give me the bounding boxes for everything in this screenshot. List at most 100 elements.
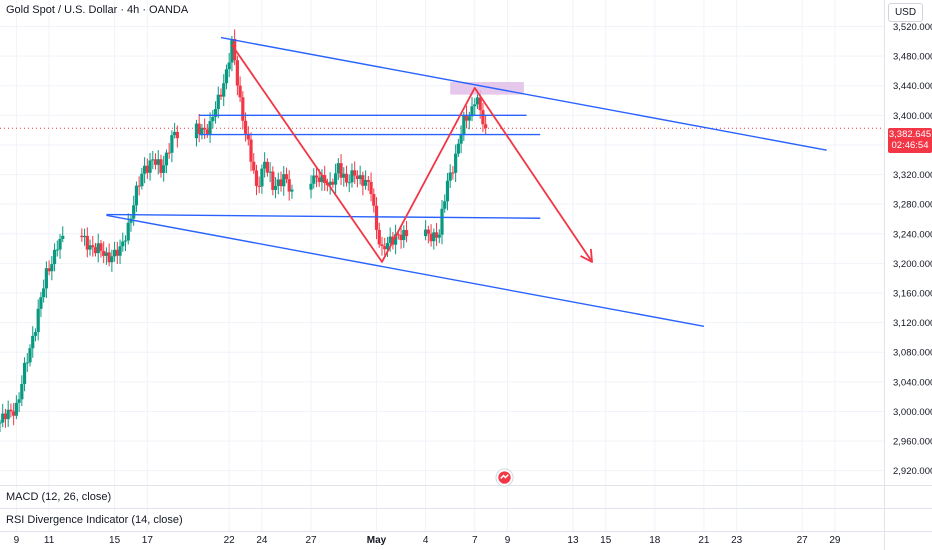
candle-up <box>173 131 177 136</box>
candle-up <box>385 243 390 250</box>
price-tick-label: 2,960.000 <box>893 437 932 448</box>
candle-up <box>121 241 125 247</box>
horizontal-line-3262 <box>106 213 541 219</box>
price-tick-label: 3,520.000 <box>893 22 932 33</box>
candle-down <box>3 413 8 420</box>
resistance-zone <box>450 82 524 95</box>
candle-up <box>36 308 40 333</box>
candle-down <box>374 205 379 230</box>
candle-up <box>216 94 220 110</box>
candle-up <box>467 116 471 121</box>
candle-down <box>366 180 370 182</box>
candle-down <box>252 161 256 171</box>
candle-down <box>369 181 373 195</box>
price-axis: 2,920.000 2,960.000 3,000.000 3,040.000 3,08… <box>893 22 932 477</box>
price-tick-label: 2,920.000 <box>893 466 932 477</box>
candle-up <box>211 116 215 122</box>
candle-down <box>344 173 349 183</box>
candle-up <box>156 159 160 165</box>
time-tick-label: 21 <box>698 535 710 546</box>
candle-up <box>28 348 32 363</box>
candle-up <box>194 123 199 139</box>
candle-up <box>14 402 18 416</box>
candle-up <box>290 189 294 192</box>
candle-up <box>170 135 174 153</box>
candle-up <box>440 208 444 235</box>
candle-down <box>265 161 269 173</box>
macd-pane-label[interactable]: MACD (12, 26, close) <box>6 491 112 503</box>
candle-up <box>50 264 54 272</box>
candle-down <box>175 131 179 139</box>
bar-countdown: 02:46:54 <box>891 140 929 151</box>
candle-up <box>104 252 109 256</box>
candle-down <box>246 133 250 140</box>
candle-down <box>355 175 360 180</box>
candle-up <box>227 62 231 70</box>
candle-up <box>358 175 362 180</box>
pane-divider[interactable] <box>0 485 932 486</box>
candle-up <box>394 234 398 245</box>
candle-down <box>377 229 381 245</box>
candle-up <box>336 163 340 174</box>
candle-down <box>167 152 171 154</box>
time-tick-label: 18 <box>649 535 661 546</box>
candle-down <box>235 60 239 86</box>
candle-down <box>284 174 289 180</box>
candle-down <box>353 170 357 176</box>
price-tick-label: 3,480.000 <box>893 52 932 63</box>
candle-up <box>44 268 48 289</box>
candle-down <box>145 165 149 173</box>
time-tick-label: 7 <box>472 535 478 546</box>
time-tick-label: 13 <box>567 535 579 546</box>
pane-divider[interactable] <box>0 508 932 509</box>
candle-up <box>268 171 272 173</box>
candle-up <box>462 115 466 135</box>
chart-title: Gold Spot / U.S. Dollar · 4h · OANDA <box>6 4 189 16</box>
candle-up <box>443 201 447 209</box>
candle-down <box>434 232 439 238</box>
candle-down <box>241 97 245 121</box>
candle-down <box>464 115 469 121</box>
candle-up <box>456 143 460 154</box>
price-tick-label: 3,320.000 <box>893 170 932 181</box>
candle-up <box>31 335 35 349</box>
candle-down <box>404 230 409 237</box>
candle-up <box>475 97 480 105</box>
candle-up <box>230 38 234 63</box>
candle-up <box>473 104 477 107</box>
candle-up <box>61 235 65 239</box>
candle-up <box>432 232 436 242</box>
time-tick-label: 27 <box>797 535 809 546</box>
candle-up <box>273 185 278 190</box>
candle-down <box>93 247 98 254</box>
rsi-pane-label[interactable]: RSI Divergence Indicator (14, close) <box>6 514 183 526</box>
upper-channel-line <box>220 36 827 151</box>
currency-button[interactable]: USD <box>888 3 923 22</box>
candle-up <box>22 362 27 384</box>
candle-up <box>282 174 286 187</box>
candle-up <box>333 173 338 185</box>
time-tick-label: 27 <box>305 535 317 546</box>
time-tick-label: 22 <box>224 535 236 546</box>
candle-down <box>399 234 403 241</box>
time-tick-label: 15 <box>600 535 612 546</box>
candle-down <box>47 268 51 272</box>
candle-up <box>143 165 147 174</box>
candle-up <box>110 256 114 263</box>
candle-up <box>213 109 218 117</box>
candle-up <box>0 422 2 424</box>
time-tick-label: 11 <box>44 535 55 546</box>
time-tick-label: 4 <box>423 535 429 546</box>
candle-up <box>445 180 450 202</box>
projection-arrowhead <box>580 248 593 263</box>
candle-up <box>328 181 332 186</box>
candle-up <box>25 362 29 364</box>
price-tick-label: 3,280.000 <box>893 200 932 211</box>
candle-up <box>388 236 392 244</box>
candle-down <box>380 244 384 247</box>
candle-up <box>52 249 57 265</box>
candle-up <box>148 160 152 173</box>
candles <box>0 29 488 433</box>
candle-down <box>219 94 223 97</box>
